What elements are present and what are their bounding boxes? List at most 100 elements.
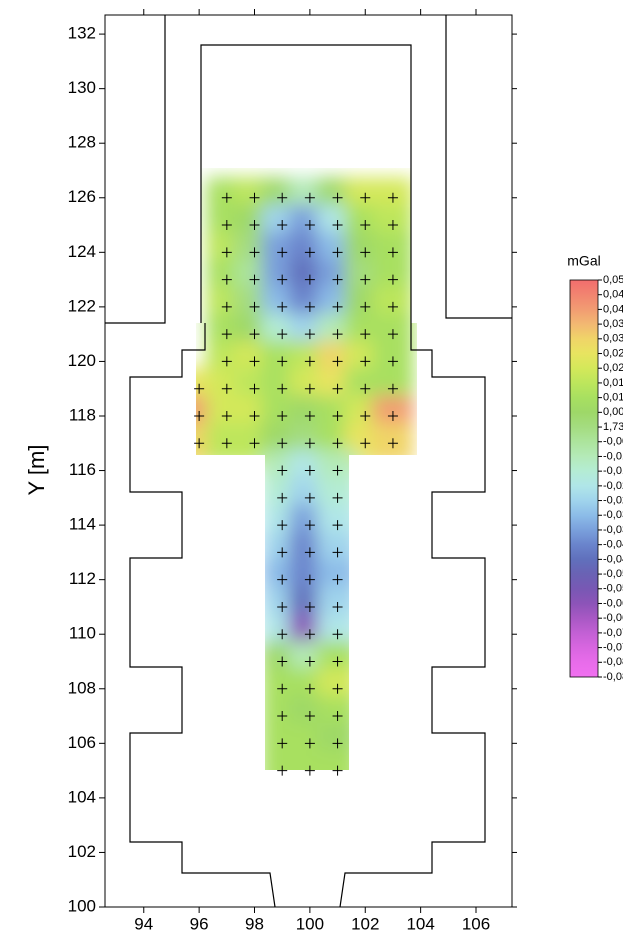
station-marker (277, 492, 288, 503)
colorbar-tick-label: 0,05 (603, 274, 623, 286)
y-tick-label: 102 (68, 842, 96, 861)
station-marker (277, 574, 288, 585)
y-tick-label: 108 (68, 678, 96, 697)
station-marker (277, 547, 288, 558)
station-marker (332, 192, 343, 203)
station-marker (387, 301, 398, 312)
colorbar-tick-label: -0,055 (603, 583, 623, 595)
station-marker (221, 247, 232, 258)
station-marker (332, 329, 343, 340)
station-marker (221, 438, 232, 449)
station-marker (221, 383, 232, 394)
station-marker (249, 383, 260, 394)
station-marker (194, 383, 205, 394)
station-marker (249, 438, 260, 449)
station-marker (332, 438, 343, 449)
station-marker (332, 301, 343, 312)
station-marker (249, 356, 260, 367)
station-marker (277, 383, 288, 394)
station-marker (387, 329, 398, 340)
station-marker (360, 410, 371, 421)
y-tick-label: 116 (69, 460, 96, 479)
station-marker (360, 301, 371, 312)
station-marker (194, 410, 205, 421)
colorbar-tick-label: 0,015 (603, 377, 623, 389)
field-cells (196, 177, 414, 770)
colorbar-tick-label: -0,035 (603, 524, 623, 536)
y-tick-label: 104 (68, 787, 96, 806)
station-marker (221, 410, 232, 421)
y-tick-label: 120 (68, 351, 96, 370)
plot-frame (104, 14, 513, 908)
station-marker (221, 274, 232, 285)
station-marker (332, 738, 343, 749)
colorbar-tick-label: 0,03 (603, 333, 623, 345)
colorbar-tick-label: -0,085 (603, 671, 623, 683)
station-marker (332, 547, 343, 558)
station-marker (249, 301, 260, 312)
y-tick-label: 124 (68, 242, 96, 261)
station-marker (387, 438, 398, 449)
station-marker (304, 438, 315, 449)
colorbar-tick-label: 1,7347 (603, 421, 623, 433)
colorbar-title: mGal (567, 253, 600, 269)
station-marker (332, 356, 343, 367)
station-marker (304, 301, 315, 312)
station-marker (277, 247, 288, 258)
colorbar-tick-label: -0,01 (603, 450, 623, 462)
station-marker (332, 683, 343, 694)
y-tick-label: 118 (69, 405, 96, 424)
station-marker (332, 574, 343, 585)
station-marker (277, 301, 288, 312)
colorbar (569, 279, 599, 678)
station-marker (360, 220, 371, 231)
y-tick-label: 106 (68, 733, 96, 752)
station-marker (304, 356, 315, 367)
station-marker (277, 711, 288, 722)
station-marker (277, 192, 288, 203)
x-tick-label: 104 (406, 914, 434, 933)
colorbar-tick-label: -0,07 (603, 627, 623, 639)
colorbar-tick-label: -0,05 (603, 568, 623, 580)
station-marker (221, 192, 232, 203)
station-marker (304, 192, 315, 203)
station-marker (249, 247, 260, 258)
station-marker (304, 520, 315, 531)
station-marker (221, 301, 232, 312)
station-marker (277, 329, 288, 340)
station-marker (249, 192, 260, 203)
colorbar-tick-label: -0,06 (603, 597, 623, 609)
station-marker (332, 629, 343, 640)
x-tick-label: 98 (245, 914, 264, 933)
x-tick-label: 106 (462, 914, 490, 933)
station-marker (304, 410, 315, 421)
x-tick-label: 96 (190, 914, 209, 933)
colorbar-tick-label: -0,02 (603, 480, 623, 492)
station-marker (304, 465, 315, 476)
field-cell (316, 750, 359, 770)
station-marker (332, 601, 343, 612)
station-marker (360, 438, 371, 449)
station-marker (304, 601, 315, 612)
station-marker (277, 274, 288, 285)
station-marker (360, 383, 371, 394)
station-marker (387, 247, 398, 258)
station-marker (277, 629, 288, 640)
station-marker (277, 738, 288, 749)
y-tick-label: 100 (68, 896, 96, 915)
station-marker (360, 247, 371, 258)
colorbar-tick-label: -0,08 (603, 656, 623, 668)
station-marker (304, 656, 315, 667)
station-marker (332, 383, 343, 394)
station-marker (277, 356, 288, 367)
station-marker (277, 765, 288, 776)
station-marker (387, 220, 398, 231)
station-marker (360, 329, 371, 340)
station-marker (194, 438, 205, 449)
colorbar-tick-label: 0,04 (603, 303, 623, 315)
station-marker (304, 683, 315, 694)
station-marker (387, 383, 398, 394)
building-outline (105, 15, 512, 908)
colorbar-tick-label: 0,005 (603, 406, 623, 418)
colorbar-tick-label: -0,005 (603, 436, 623, 448)
